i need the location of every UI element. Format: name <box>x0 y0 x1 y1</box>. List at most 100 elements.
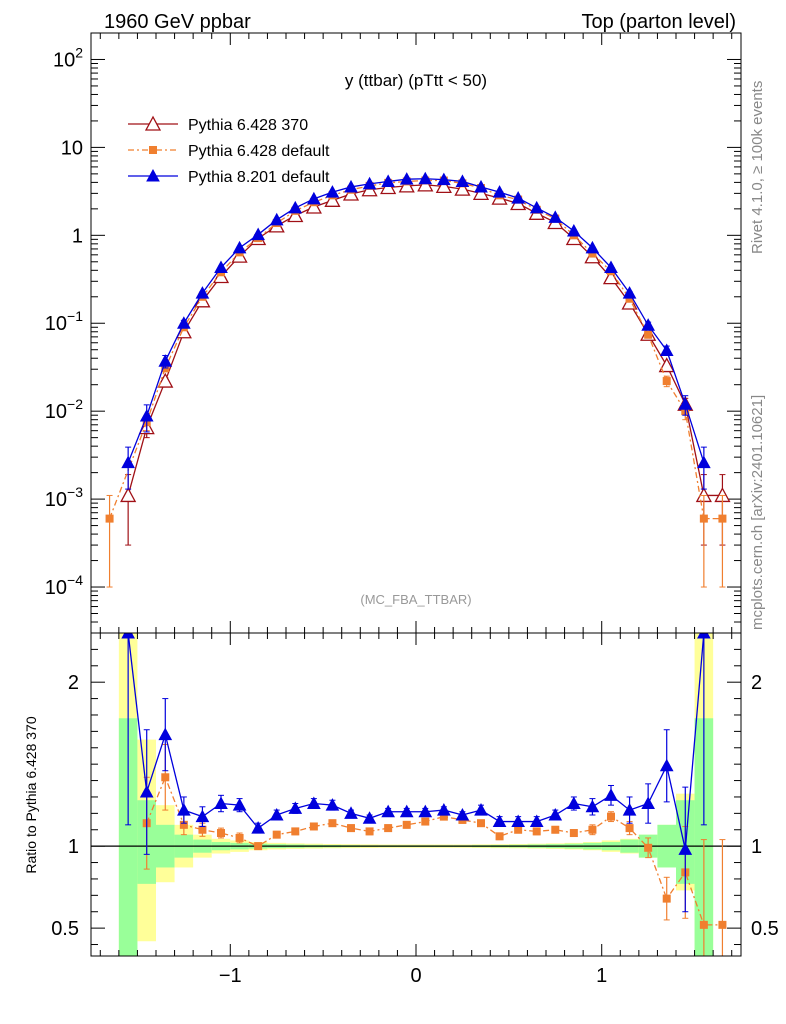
ratio-point <box>607 812 615 821</box>
data-point <box>251 227 265 241</box>
ratio-point <box>662 894 671 903</box>
ratio-point <box>659 758 674 772</box>
data-point <box>232 240 247 254</box>
data-point <box>678 397 693 410</box>
y-tick-label-right: 0.5 <box>751 918 779 940</box>
ratio-point <box>604 788 618 801</box>
data-point <box>269 212 284 226</box>
data-point <box>697 455 711 469</box>
ratio-point <box>381 804 395 818</box>
data-point <box>325 185 340 198</box>
ratio-point <box>644 843 653 852</box>
data-point <box>435 178 452 194</box>
data-point <box>718 514 727 523</box>
data-point <box>641 318 655 331</box>
legend-label: Pythia 8.201 default <box>188 169 330 186</box>
ratio-series-1 <box>121 633 711 913</box>
ratio-point <box>625 824 634 833</box>
ratio-point <box>678 842 693 855</box>
ratio-point <box>217 829 225 838</box>
y-tick-label: 10−2 <box>45 396 83 423</box>
main-plot-panel: 102 10 1 10−1 10−2 10−3 10−4 y (ttbar) (pTtt <… <box>45 32 741 634</box>
data-point <box>644 330 653 339</box>
data-point <box>529 200 544 214</box>
ratio-point <box>198 825 207 834</box>
ratio-point <box>492 814 507 828</box>
legend-marker <box>146 168 160 182</box>
ratio-point <box>437 803 451 816</box>
ratio-point <box>291 827 300 836</box>
ratio-point <box>474 803 488 816</box>
ratio-plot-panel: −1 0 1 2 2 1 1 0.5 0.5 Ratio to Pythia 6.428 370 <box>23 633 779 987</box>
ratio-bands <box>118 633 714 956</box>
data-point <box>177 316 191 329</box>
ratio-point <box>269 807 284 821</box>
ratio-point <box>514 825 523 834</box>
y-tick-label: 10−1 <box>45 308 83 335</box>
ratio-point <box>195 809 210 823</box>
y-tick-label-right: 2 <box>751 672 762 694</box>
data-point <box>437 172 451 186</box>
header-right: Top (parton level) <box>581 11 736 33</box>
data-point <box>625 294 634 303</box>
ratio-point <box>158 727 173 741</box>
data-point <box>157 372 174 388</box>
y-tick-label: 1 <box>68 836 79 858</box>
ratio-point <box>328 819 337 828</box>
data-point <box>604 260 618 274</box>
data-point <box>659 343 674 356</box>
ratio-ylabel: Ratio to Pythia 6.428 370 <box>23 716 39 873</box>
ratio-point <box>325 798 340 811</box>
ratio-point <box>179 820 188 829</box>
ratio-point <box>567 796 581 810</box>
ratio-point <box>307 796 321 810</box>
ratio-point <box>365 827 374 836</box>
data-point <box>105 514 114 523</box>
ratio-point <box>697 633 711 639</box>
legend-marker <box>149 146 157 154</box>
data-point <box>287 207 304 223</box>
data-point <box>362 176 377 190</box>
ratio-point <box>588 825 597 834</box>
ratio-point <box>309 822 318 831</box>
ratio-point <box>548 807 563 821</box>
ratio-point <box>699 920 708 929</box>
ratio-point <box>455 807 470 821</box>
ratio-point <box>384 824 393 833</box>
x-tick-label: 1 <box>596 965 607 987</box>
ratio-point <box>718 920 727 929</box>
y-tick-label-right: 1 <box>751 836 762 858</box>
data-point <box>418 171 433 185</box>
ratio-point <box>551 825 560 834</box>
data-point <box>305 198 322 214</box>
ratio-point <box>402 820 411 829</box>
data-point <box>344 179 358 193</box>
x-tick-label: −1 <box>219 965 242 987</box>
ratio-point <box>139 784 154 798</box>
data-point <box>585 240 600 254</box>
data-point <box>455 174 470 187</box>
series-line <box>127 184 723 497</box>
series-1 <box>105 176 727 588</box>
data-point <box>195 286 210 299</box>
y-tick-label: 10−4 <box>45 572 83 599</box>
ratio-point <box>641 796 655 810</box>
ratio-point <box>288 801 303 814</box>
data-point <box>324 191 341 207</box>
ratio-point <box>495 832 504 841</box>
ratio-point <box>585 799 600 813</box>
data-point <box>474 179 488 193</box>
data-point <box>307 191 321 205</box>
data-point <box>548 210 563 223</box>
data-point <box>399 172 414 185</box>
ratio-point <box>235 833 244 842</box>
data-point <box>288 200 303 214</box>
legend-label: Pythia 6.428 default <box>188 143 330 160</box>
data-point <box>658 357 675 373</box>
data-point <box>454 180 471 196</box>
y-tick-label: 10−3 <box>45 484 83 511</box>
series-2 <box>121 171 711 490</box>
ratio-point <box>347 824 355 833</box>
legend-marker <box>144 115 162 131</box>
